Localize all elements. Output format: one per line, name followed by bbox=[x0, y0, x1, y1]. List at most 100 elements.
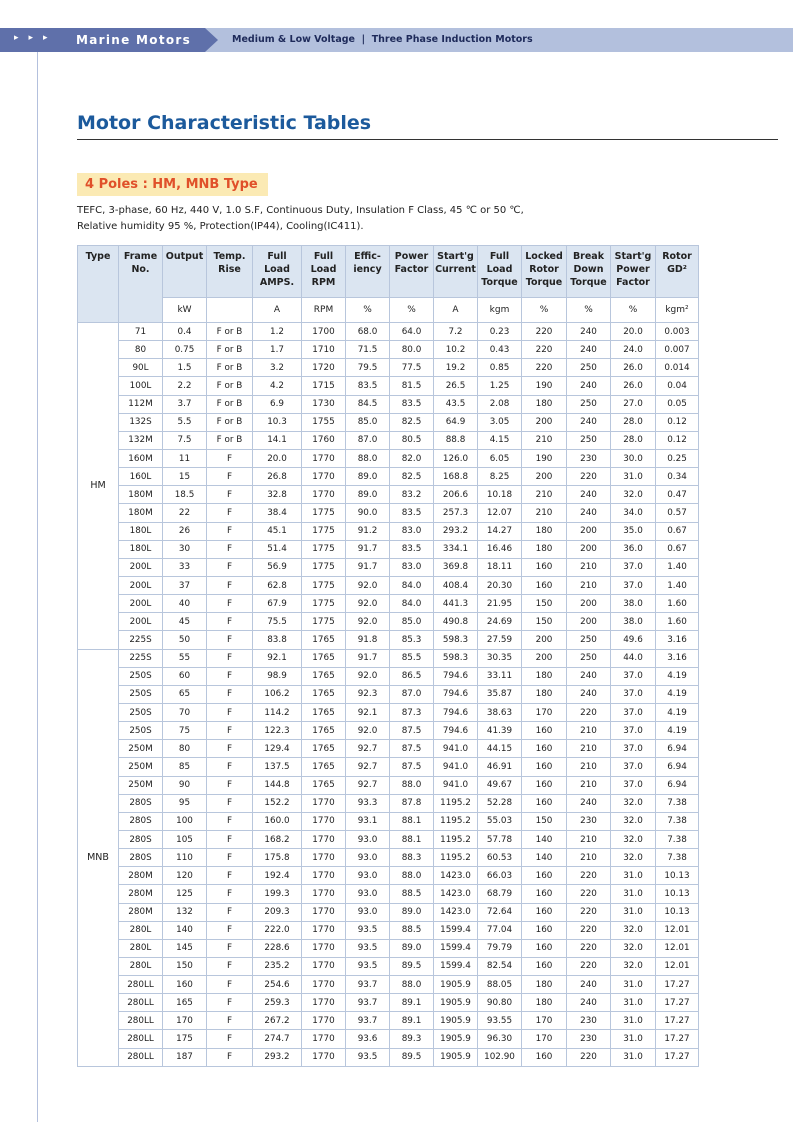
cell: 112M bbox=[118, 394, 163, 414]
cell: 7.38 bbox=[655, 793, 699, 813]
cell: F or B bbox=[206, 394, 253, 414]
cell: 1599.4 bbox=[433, 956, 478, 977]
description-line: TEFC, 3-phase, 60 Hz, 440 V, 1.0 S.F, Co… bbox=[77, 205, 524, 216]
cell: 1765 bbox=[301, 684, 346, 704]
cell: 31.0 bbox=[610, 902, 656, 922]
cell: 92.1 bbox=[252, 648, 302, 668]
header-line: Frame bbox=[123, 251, 158, 262]
cell: 55.03 bbox=[477, 811, 522, 831]
header-line: Full bbox=[313, 251, 334, 262]
table-row: 180L 30 F 51.4 1775 91.7 83.5 334.1 16.46 180 200 3… bbox=[78, 539, 699, 559]
cell: F bbox=[206, 503, 253, 523]
cell: 66.03 bbox=[477, 866, 522, 886]
cell: 7.38 bbox=[655, 848, 699, 868]
cell: 75 bbox=[162, 721, 207, 741]
cell: 280L bbox=[118, 938, 163, 958]
cell: 152.2 bbox=[252, 793, 302, 813]
cell: 31.0 bbox=[610, 993, 656, 1013]
cell: 32.0 bbox=[610, 485, 656, 505]
cell: 17.27 bbox=[655, 1047, 699, 1067]
cell: 0.04 bbox=[655, 376, 699, 396]
cell: 34.0 bbox=[610, 503, 656, 523]
column-header: Effic-iency bbox=[345, 245, 390, 298]
cell: 92.0 bbox=[345, 594, 390, 614]
cell: 92.1 bbox=[345, 702, 390, 723]
cell: 240 bbox=[566, 793, 611, 813]
cell: 49.67 bbox=[477, 775, 522, 795]
unit: % bbox=[389, 297, 434, 323]
cell: 37.0 bbox=[610, 721, 656, 741]
cell: 222.0 bbox=[252, 920, 302, 940]
cell: 180 bbox=[521, 394, 567, 414]
cell: F or B bbox=[206, 321, 253, 342]
cell: 7.5 bbox=[162, 430, 207, 450]
column-header: Type bbox=[77, 245, 119, 323]
motor-table: Type Frame No. Output Temp. Rise Full Load AMPS.… bbox=[77, 245, 699, 1067]
cell: 240 bbox=[566, 485, 611, 505]
table-row: 280LL 170 F 267.2 1770 93.7 89.1 1905.9 93.55 170… bbox=[78, 1011, 699, 1031]
table-row: 280LL 165 F 259.3 1770 93.7 89.1 1905.9 90.80 180… bbox=[78, 993, 699, 1013]
cell: 240 bbox=[566, 412, 611, 432]
cell: 180 bbox=[521, 539, 567, 559]
cell: 88.1 bbox=[389, 811, 434, 831]
cell: 210 bbox=[566, 721, 611, 741]
cell: 44.15 bbox=[477, 739, 522, 759]
cell: 1715 bbox=[301, 376, 346, 396]
header-line: Rise bbox=[218, 264, 241, 275]
cell: 71 bbox=[118, 321, 163, 342]
cell: 88.3 bbox=[389, 848, 434, 868]
table-row: 250M 80 F 129.4 1765 92.7 87.5 941.0 44.15 160 210… bbox=[78, 739, 699, 759]
cell: 220 bbox=[566, 1047, 611, 1067]
cell: 1770 bbox=[301, 956, 346, 977]
cell: 220 bbox=[566, 938, 611, 958]
cell: 85.3 bbox=[389, 630, 434, 650]
cell: 150 bbox=[162, 956, 207, 977]
cell: 77.04 bbox=[477, 920, 522, 940]
cell: 7.38 bbox=[655, 829, 699, 850]
cell: 150 bbox=[521, 811, 567, 831]
cell: 1765 bbox=[301, 721, 346, 741]
cell: 87.3 bbox=[389, 702, 434, 723]
cell: 18.11 bbox=[477, 557, 522, 577]
cell: 293.2 bbox=[433, 521, 478, 541]
cell: 0.4 bbox=[162, 321, 207, 342]
unit: A bbox=[433, 297, 478, 323]
cell: 71.5 bbox=[345, 340, 390, 360]
cell: F bbox=[206, 612, 253, 632]
cell: 110 bbox=[162, 848, 207, 868]
cell: 160 bbox=[521, 739, 567, 759]
cell: 160 bbox=[521, 775, 567, 795]
cell: 132 bbox=[162, 902, 207, 922]
unit: kgm² bbox=[655, 297, 699, 323]
cell: 1730 bbox=[301, 394, 346, 414]
cell: 26.0 bbox=[610, 358, 656, 378]
column-header: Power Factor bbox=[389, 245, 434, 298]
cell: 240 bbox=[566, 666, 611, 686]
cell: 32.0 bbox=[610, 920, 656, 940]
cell: 27.0 bbox=[610, 394, 656, 414]
cell: 4.19 bbox=[655, 666, 699, 686]
cell: 240 bbox=[566, 376, 611, 396]
header-line: GD² bbox=[667, 264, 687, 275]
cell: 941.0 bbox=[433, 757, 478, 777]
cell: 37 bbox=[162, 575, 207, 596]
cell: 37.0 bbox=[610, 575, 656, 596]
cell: 12.01 bbox=[655, 938, 699, 958]
cell: 64.9 bbox=[433, 412, 478, 432]
cell: 1423.0 bbox=[433, 884, 478, 904]
header-tab bbox=[0, 28, 205, 52]
header-line: iency bbox=[353, 264, 382, 275]
cell: 280S bbox=[118, 793, 163, 813]
cell: 170 bbox=[521, 1029, 567, 1049]
cell: 24.69 bbox=[477, 612, 522, 632]
cell: 80.5 bbox=[389, 430, 434, 450]
cell: 81.5 bbox=[389, 376, 434, 396]
cell: 6.05 bbox=[477, 448, 522, 469]
cell: 83.0 bbox=[389, 557, 434, 577]
cell: 1.2 bbox=[252, 321, 302, 342]
cell: 1770 bbox=[301, 793, 346, 813]
header-line: Break bbox=[572, 251, 605, 262]
cell: 1765 bbox=[301, 666, 346, 686]
cell: 93.0 bbox=[345, 829, 390, 850]
